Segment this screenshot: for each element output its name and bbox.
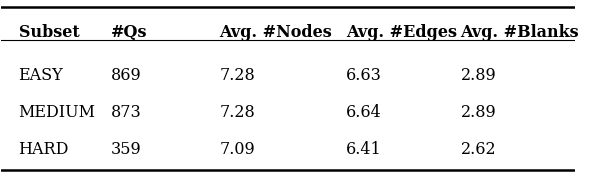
Text: Avg. #Nodes: Avg. #Nodes: [220, 24, 332, 41]
Text: MEDIUM: MEDIUM: [19, 104, 96, 121]
Text: 2.89: 2.89: [461, 104, 496, 121]
Text: 6.63: 6.63: [346, 67, 382, 84]
Text: 873: 873: [110, 104, 141, 121]
Text: 869: 869: [110, 67, 141, 84]
Text: #Qs: #Qs: [110, 24, 147, 41]
Text: EASY: EASY: [19, 67, 63, 84]
Text: 6.41: 6.41: [346, 141, 382, 158]
Text: 6.64: 6.64: [346, 104, 382, 121]
Text: 359: 359: [110, 141, 141, 158]
Text: 2.89: 2.89: [461, 67, 496, 84]
Text: Avg. #Blanks: Avg. #Blanks: [461, 24, 579, 41]
Text: 7.09: 7.09: [220, 141, 255, 158]
Text: 7.28: 7.28: [220, 104, 255, 121]
Text: 7.28: 7.28: [220, 67, 255, 84]
Text: HARD: HARD: [19, 141, 69, 158]
Text: Avg. #Edges: Avg. #Edges: [346, 24, 457, 41]
Text: 2.62: 2.62: [461, 141, 496, 158]
Text: Subset: Subset: [19, 24, 79, 41]
